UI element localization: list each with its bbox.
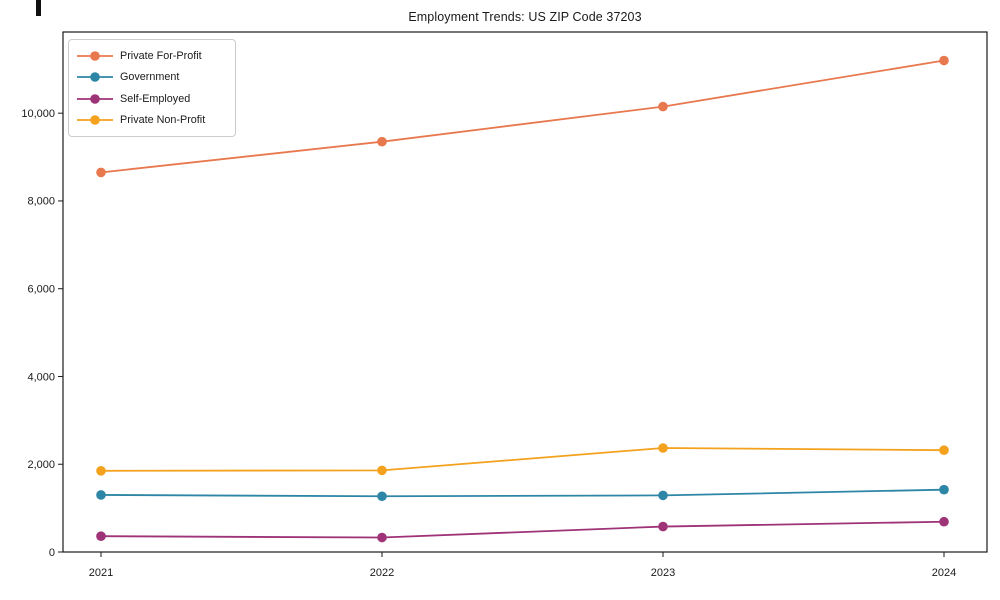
y-tick-label: 10,000 [21, 108, 55, 120]
x-tick-label: 2024 [932, 567, 956, 579]
series-line-private-non-profit [100, 447, 945, 472]
legend-marker-icon [77, 72, 113, 83]
chart-legend: Private For-Profit Government Self-Employe… [68, 39, 236, 137]
y-tick-label: 0 [49, 547, 55, 559]
data-point [939, 516, 949, 527]
legend-marker-icon [77, 93, 113, 104]
y-tick-label: 6,000 [27, 284, 55, 296]
x-tick-label: 2023 [651, 567, 675, 579]
data-point [377, 491, 387, 502]
x-tick-label: 2022 [370, 567, 394, 579]
legend-label: Government [120, 71, 180, 84]
series-line-government [100, 488, 945, 498]
legend-entry: Private Non-Profit [76, 110, 227, 132]
data-point [96, 531, 106, 542]
legend-entry: Private For-Profit [76, 45, 227, 67]
legend-label: Private Non-Profit [120, 114, 206, 127]
data-point [377, 532, 387, 543]
plot-frame [62, 31, 988, 553]
legend-label: Private For-Profit [120, 49, 202, 62]
legend-marker-icon [77, 115, 113, 126]
data-point [377, 136, 387, 147]
y-tick-label: 8,000 [27, 196, 55, 208]
data-point [658, 443, 668, 453]
legend-label: Self-Employed [120, 92, 191, 105]
data-point [658, 521, 668, 532]
data-point [939, 445, 949, 455]
x-tick-label: 2021 [89, 567, 113, 579]
legend-entry: Government [76, 67, 227, 89]
y-tick-label: 2,000 [27, 459, 55, 471]
screen-edge-artifact [36, 0, 41, 16]
y-tick-label: 4,000 [27, 371, 55, 383]
data-point [96, 167, 106, 178]
data-point [377, 465, 387, 476]
data-point [939, 484, 949, 495]
data-point [939, 55, 949, 66]
legend-marker-icon [77, 50, 113, 61]
data-point [96, 490, 106, 500]
series-line-private-for-profit [100, 59, 945, 174]
data-point [96, 466, 106, 476]
data-point [658, 101, 668, 112]
chart-title: Employment Trends: US ZIP Code 37203 [408, 10, 642, 24]
data-point [658, 490, 668, 501]
series-line-self-employed [100, 520, 945, 539]
legend-entry: Self-Employed [76, 88, 227, 110]
